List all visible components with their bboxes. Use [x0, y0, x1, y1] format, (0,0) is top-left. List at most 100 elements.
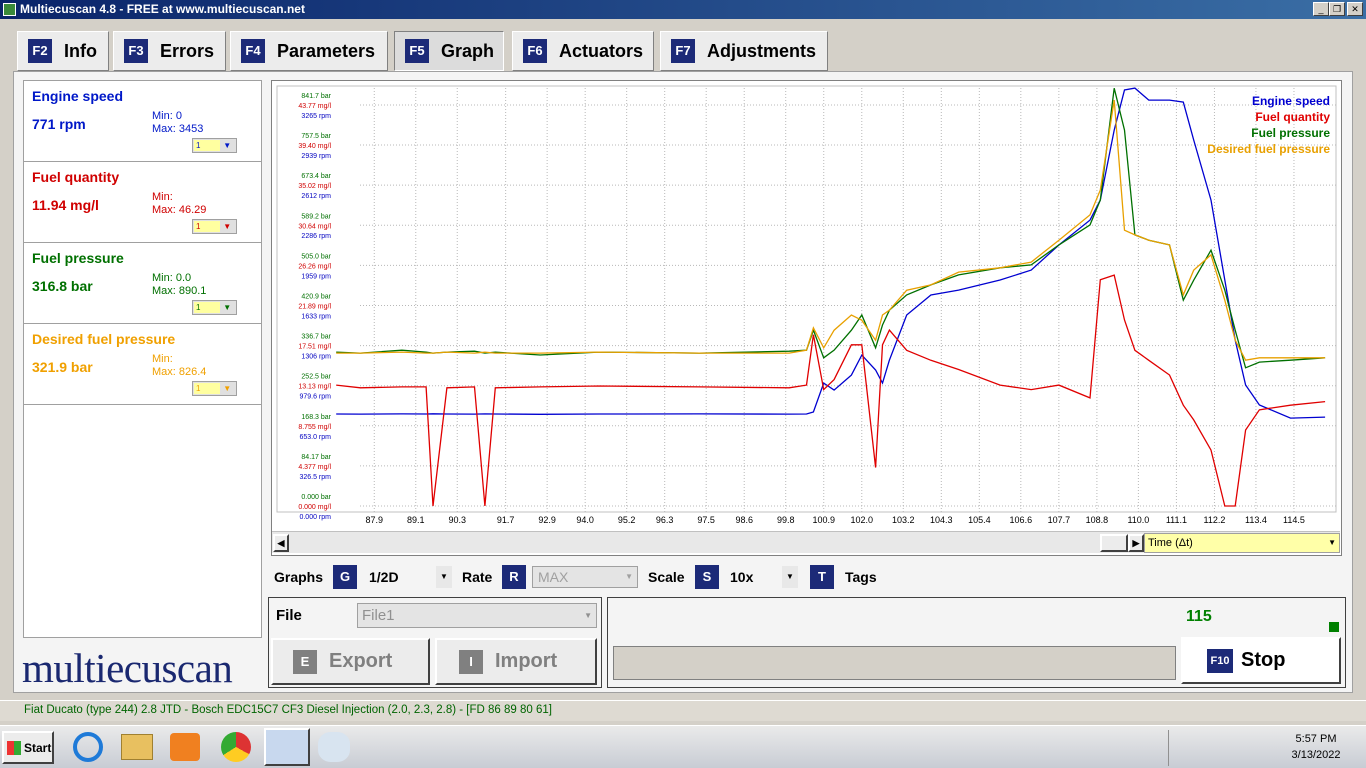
- restore-button[interactable]: ❐: [1329, 2, 1345, 16]
- tab-key: F3: [124, 39, 148, 63]
- sensor-value: 316.8 bar: [32, 278, 93, 294]
- file-combo[interactable]: File1 ▼: [357, 603, 597, 628]
- y-tick-label: 2286 rpm: [301, 233, 331, 240]
- sensor-selector[interactable]: 1 ▼: [192, 381, 237, 396]
- y-tick-label: 252.5 bar: [301, 374, 331, 381]
- tags-key[interactable]: T: [810, 565, 834, 589]
- x-tick-label: 110.0: [1127, 515, 1149, 525]
- import-label: Import: [495, 650, 558, 672]
- tags-label[interactable]: Tags: [845, 569, 877, 585]
- x-tick-label: 94.0: [576, 515, 594, 525]
- browser-icon[interactable]: [73, 732, 103, 762]
- tab-label: Info: [64, 40, 97, 61]
- sensor-name: Desired fuel pressure: [32, 331, 176, 347]
- y-tick-label: 757.5 bar: [301, 133, 331, 140]
- scale-dropdown[interactable]: ▼: [782, 566, 798, 588]
- y-tick-label: 420.9 bar: [301, 293, 331, 300]
- selector-value: 1: [194, 140, 220, 151]
- minimize-button[interactable]: _: [1313, 2, 1329, 16]
- sensor-value: 11.94 mg/l: [32, 197, 99, 213]
- time-selector[interactable]: Time (Δt) ▼: [1144, 533, 1340, 553]
- start-label: Start: [24, 740, 52, 755]
- y-tick-label: 0.000 mg/l: [298, 504, 331, 511]
- sensor-selector[interactable]: 1 ▼: [192, 300, 237, 315]
- y-tick-label: 326.5 rpm: [299, 474, 331, 481]
- multiecuscan-task[interactable]: [264, 728, 310, 766]
- file-value: File1: [362, 607, 395, 624]
- tab[interactable]: F2 Info: [17, 31, 109, 71]
- counter: 115: [1186, 608, 1212, 625]
- y-tick-label: 35.02 mg/l: [298, 183, 331, 190]
- x-tick-label: 99.8: [777, 515, 795, 525]
- y-tick-label: 3265 rpm: [301, 113, 331, 120]
- series-line: [336, 87, 1326, 419]
- sensor-max: Max: 3453: [152, 123, 204, 135]
- chrome-icon[interactable]: [221, 732, 251, 762]
- scale-key[interactable]: S: [695, 565, 719, 589]
- start-button[interactable]: Start: [2, 731, 54, 764]
- sensor-box: Engine speed 771 rpm Min: 0 Max: 3453 1 ▼: [24, 81, 261, 162]
- scroll-right[interactable]: ▶: [1128, 534, 1144, 552]
- graphs-dropdown[interactable]: ▼: [436, 566, 452, 588]
- series-layer: [336, 87, 1326, 507]
- tab[interactable]: F6 Actuators: [512, 31, 654, 71]
- tab[interactable]: F7 Adjustments: [660, 31, 828, 71]
- y-tick-label: 43.77 mg/l: [298, 103, 331, 110]
- tab-label: Parameters: [277, 40, 376, 61]
- y-tick-label: 653.0 rpm: [299, 434, 331, 441]
- folder-icon[interactable]: [121, 734, 153, 760]
- y-tick-label: 17.51 mg/l: [298, 344, 331, 351]
- tab-label: Adjustments: [707, 40, 817, 61]
- sensor-selector[interactable]: 1 ▼: [192, 138, 237, 153]
- tab[interactable]: F4 Parameters: [230, 31, 388, 71]
- x-tick-label: 102.0: [851, 515, 874, 525]
- x-tick-label: 113.4: [1245, 515, 1267, 525]
- scale-value[interactable]: 10x: [730, 569, 754, 585]
- selector-value: 1: [194, 302, 220, 313]
- clock-time: 5:57 PM: [1295, 733, 1337, 745]
- tab-key: F5: [405, 39, 429, 63]
- y-tick-label: 13.13 mg/l: [298, 384, 331, 391]
- rate-combo[interactable]: MAX ▼: [532, 566, 638, 588]
- tab-key: F6: [523, 39, 547, 63]
- graphs-value[interactable]: 1/2D: [369, 569, 399, 585]
- scrollbar[interactable]: ◀ ▶ Time (Δt) ▼: [272, 531, 1340, 553]
- x-tick-label: 87.9: [366, 515, 384, 525]
- sensor-min: Min:: [152, 353, 173, 365]
- import-button[interactable]: I Import: [435, 638, 597, 685]
- rate-key[interactable]: R: [502, 565, 526, 589]
- close-button[interactable]: ✕: [1347, 2, 1363, 16]
- tray: [1168, 730, 1366, 766]
- y-tick-label: 26.26 mg/l: [298, 263, 331, 270]
- stop-button[interactable]: F10 Stop: [1181, 637, 1341, 684]
- sensor-box: Desired fuel pressure 321.9 bar Min: Max: 8…: [24, 324, 261, 405]
- scale-label: Scale: [648, 569, 685, 585]
- scroll-thumb[interactable]: [1100, 534, 1128, 552]
- export-label: Export: [329, 650, 393, 672]
- legend-entry: Engine speed: [1252, 94, 1330, 108]
- tab-key: F2: [28, 39, 52, 63]
- graphs-key[interactable]: G: [333, 565, 357, 589]
- clock-date: 3/13/2022: [1291, 749, 1341, 761]
- sensor-selector[interactable]: 1 ▼: [192, 219, 237, 234]
- media-icon[interactable]: [170, 733, 200, 761]
- y-tick-label: 336.7 bar: [301, 334, 331, 341]
- export-key: E: [293, 649, 317, 674]
- sensor-value: 771 rpm: [32, 116, 86, 132]
- status-led: [1329, 622, 1339, 632]
- tab-label: Actuators: [559, 40, 644, 61]
- export-button[interactable]: E Export: [271, 638, 430, 685]
- x-tick-label: 96.3: [656, 515, 674, 525]
- x-tick-label: 114.5: [1283, 515, 1305, 525]
- paint-icon[interactable]: [318, 732, 350, 762]
- y-tick-label: 30.64 mg/l: [298, 223, 331, 230]
- legend-entry: Fuel quantity: [1255, 110, 1330, 124]
- tab-active[interactable]: F5 Graph: [394, 31, 504, 71]
- x-tick-label: 92.9: [538, 515, 556, 525]
- y-tick-label: 21.89 mg/l: [298, 303, 331, 310]
- sensor-box: Fuel pressure 316.8 bar Min: 0.0 Max: 890.1…: [24, 243, 261, 324]
- scroll-left[interactable]: ◀: [273, 534, 289, 552]
- tab[interactable]: F3 Errors: [113, 31, 226, 71]
- graphs-label: Graphs: [274, 569, 324, 585]
